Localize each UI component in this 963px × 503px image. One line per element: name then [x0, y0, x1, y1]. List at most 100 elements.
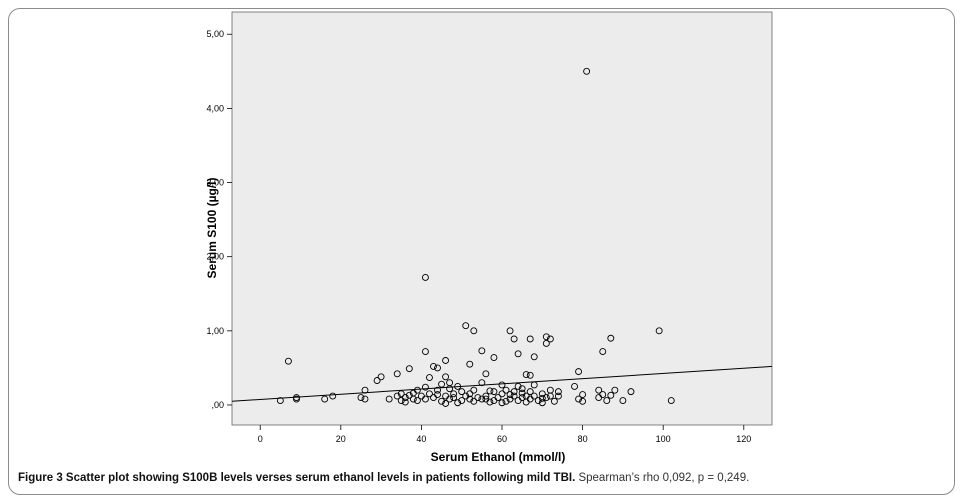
- data-point: [550, 397, 558, 405]
- x-tick-label: 100: [656, 434, 671, 444]
- data-point: [442, 357, 450, 364]
- figure-caption: Figure 3 Scatter plot showing S100B leve…: [18, 472, 953, 484]
- data-point: [575, 395, 583, 403]
- data-point: [405, 365, 413, 373]
- data-point: [397, 397, 405, 404]
- data-point: [361, 395, 369, 403]
- data-point: [482, 370, 490, 378]
- data-point: [401, 398, 409, 406]
- data-point: [522, 371, 530, 379]
- data-point: [502, 386, 510, 394]
- data-point: [542, 394, 550, 402]
- plot-area: [231, 11, 773, 426]
- x-axis: 0 20 40 60 80 100 120: [258, 425, 751, 444]
- data-point: [571, 382, 578, 390]
- data-point: [530, 353, 538, 361]
- data-point: [438, 397, 446, 405]
- data-point: [546, 392, 554, 400]
- data-point: [446, 385, 454, 393]
- data-point: [470, 386, 478, 394]
- data-point: [490, 388, 498, 396]
- data-point: [385, 395, 393, 403]
- data-point: [530, 392, 538, 400]
- data-point: [361, 386, 369, 394]
- data-point: [667, 397, 675, 404]
- data-point: [579, 391, 587, 399]
- data-point: [506, 327, 514, 335]
- data-point: [470, 397, 478, 405]
- data-point: [450, 390, 458, 398]
- data-point: [478, 347, 486, 355]
- data-point: [619, 397, 627, 404]
- data-point: [534, 397, 542, 404]
- y-tick-label: ,00: [211, 400, 224, 410]
- data-point: [458, 388, 466, 396]
- data-point: [546, 335, 554, 343]
- x-tick-label: 80: [578, 434, 588, 444]
- data-point: [583, 67, 591, 75]
- data-point: [426, 374, 433, 381]
- y-axis: ,00 1,00 2,00 3,00 4,00 5,00: [206, 29, 232, 410]
- data-point: [514, 350, 522, 358]
- caption-stats: Spearman’s rho 0,092, p = 0,249.: [578, 472, 750, 484]
- data-point: [554, 392, 562, 400]
- data-point: [575, 368, 583, 376]
- data-point: [542, 339, 550, 347]
- data-point: [530, 381, 538, 389]
- data-point: [607, 391, 615, 399]
- data-point: [510, 335, 518, 343]
- data-point: [538, 399, 546, 407]
- data-point: [526, 388, 534, 396]
- data-point: [377, 373, 385, 381]
- data-point: [538, 394, 546, 402]
- data-point: [611, 386, 619, 394]
- data-point: [393, 392, 401, 400]
- data-point: [454, 399, 462, 407]
- data-point: [421, 395, 429, 403]
- data-point: [627, 388, 635, 396]
- data-point: [482, 392, 490, 400]
- data-point: [434, 391, 441, 399]
- data-point: [599, 348, 607, 356]
- data-point: [276, 397, 284, 404]
- data-point: [522, 392, 530, 400]
- data-point: [466, 390, 474, 398]
- data-point: [554, 388, 562, 396]
- data-point: [514, 382, 522, 390]
- data-point: [542, 333, 550, 341]
- data-point: [434, 364, 441, 372]
- data-point: [478, 379, 486, 387]
- fit-line: [231, 365, 773, 402]
- data-points: [276, 67, 675, 407]
- data-point: [373, 377, 381, 384]
- y-tick-label: 5,00: [206, 29, 224, 39]
- data-point: [518, 394, 526, 402]
- data-point: [321, 395, 329, 403]
- data-point: [426, 390, 433, 398]
- data-point: [474, 394, 482, 402]
- y-tick-label: 3,00: [206, 178, 224, 188]
- data-point: [466, 360, 474, 368]
- data-point: [357, 394, 365, 402]
- data-point: [462, 322, 470, 330]
- data-point: [442, 400, 450, 407]
- y-axis-label: Serum S100 (µg/l): [205, 178, 219, 279]
- data-point: [438, 380, 446, 388]
- data-point: [506, 391, 514, 399]
- y-tick-label: 2,00: [206, 252, 224, 262]
- data-point: [595, 386, 603, 394]
- data-point: [603, 397, 611, 404]
- data-point: [421, 383, 429, 391]
- data-point: [397, 390, 405, 398]
- data-point: [458, 397, 466, 404]
- data-point: [421, 348, 429, 356]
- data-point: [595, 394, 603, 402]
- data-point: [470, 327, 478, 335]
- x-axis-label: Serum Ethanol (mmol/l): [431, 450, 566, 464]
- data-point: [446, 395, 454, 403]
- x-tick-label: 0: [258, 434, 263, 444]
- data-point: [538, 390, 546, 398]
- data-point: [450, 394, 458, 402]
- y-tick-label: 1,00: [206, 326, 224, 336]
- data-point: [518, 385, 526, 393]
